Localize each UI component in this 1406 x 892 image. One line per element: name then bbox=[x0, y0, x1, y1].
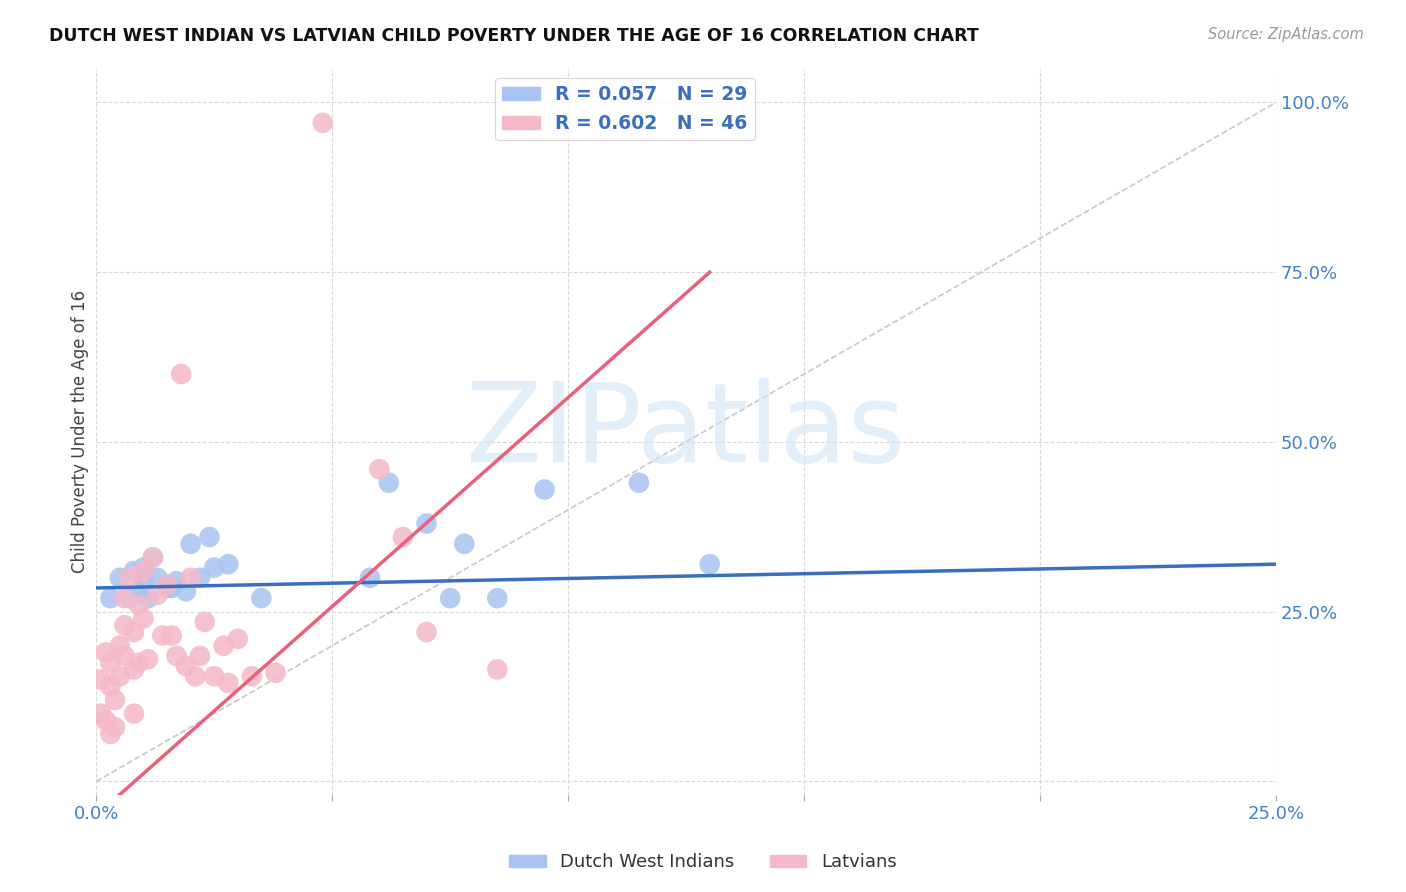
Point bbox=[415, 516, 437, 531]
Point bbox=[165, 574, 187, 589]
Point bbox=[180, 571, 202, 585]
Point bbox=[368, 462, 391, 476]
Point bbox=[146, 571, 169, 585]
Point bbox=[156, 581, 179, 595]
Point bbox=[202, 669, 225, 683]
Point bbox=[98, 727, 121, 741]
Point bbox=[128, 598, 150, 612]
Point bbox=[312, 116, 335, 130]
Point bbox=[202, 560, 225, 574]
Point bbox=[118, 591, 141, 606]
Point bbox=[184, 669, 207, 683]
Point bbox=[90, 673, 112, 687]
Point bbox=[533, 483, 555, 497]
Point bbox=[180, 537, 202, 551]
Point bbox=[160, 581, 183, 595]
Point bbox=[174, 659, 197, 673]
Point bbox=[378, 475, 401, 490]
Point bbox=[114, 648, 136, 663]
Point bbox=[217, 676, 239, 690]
Point bbox=[108, 571, 131, 585]
Point bbox=[240, 669, 263, 683]
Point bbox=[122, 625, 145, 640]
Y-axis label: Child Poverty Under the Age of 16: Child Poverty Under the Age of 16 bbox=[72, 290, 89, 574]
Point bbox=[98, 591, 121, 606]
Point bbox=[188, 648, 211, 663]
Point bbox=[226, 632, 249, 646]
Point bbox=[98, 680, 121, 694]
Point bbox=[170, 367, 193, 381]
Text: Source: ZipAtlas.com: Source: ZipAtlas.com bbox=[1208, 27, 1364, 42]
Point bbox=[108, 669, 131, 683]
Point bbox=[212, 639, 235, 653]
Point bbox=[146, 588, 169, 602]
Point bbox=[188, 571, 211, 585]
Point bbox=[122, 663, 145, 677]
Point bbox=[198, 530, 221, 544]
Point bbox=[114, 591, 136, 606]
Point bbox=[90, 706, 112, 721]
Point bbox=[217, 558, 239, 572]
Point bbox=[627, 475, 650, 490]
Point bbox=[132, 574, 155, 589]
Point bbox=[359, 571, 381, 585]
Point bbox=[453, 537, 475, 551]
Point bbox=[132, 564, 155, 578]
Point bbox=[94, 714, 117, 728]
Point bbox=[486, 591, 509, 606]
Point bbox=[439, 591, 461, 606]
Point bbox=[128, 656, 150, 670]
Point bbox=[104, 720, 127, 734]
Legend: R = 0.057   N = 29, R = 0.602   N = 46: R = 0.057 N = 29, R = 0.602 N = 46 bbox=[495, 78, 755, 140]
Point bbox=[150, 628, 173, 642]
Point bbox=[128, 584, 150, 599]
Point bbox=[699, 558, 721, 572]
Point bbox=[264, 665, 287, 680]
Point bbox=[104, 693, 127, 707]
Point bbox=[136, 652, 159, 666]
Point bbox=[118, 571, 141, 585]
Point bbox=[114, 618, 136, 632]
Point bbox=[142, 550, 165, 565]
Point bbox=[392, 530, 415, 544]
Text: ZIPatlas: ZIPatlas bbox=[467, 378, 905, 485]
Point bbox=[486, 663, 509, 677]
Point bbox=[122, 564, 145, 578]
Point bbox=[415, 625, 437, 640]
Point bbox=[94, 645, 117, 659]
Point bbox=[122, 706, 145, 721]
Point bbox=[136, 591, 159, 606]
Legend: Dutch West Indians, Latvians: Dutch West Indians, Latvians bbox=[502, 847, 904, 879]
Text: DUTCH WEST INDIAN VS LATVIAN CHILD POVERTY UNDER THE AGE OF 16 CORRELATION CHART: DUTCH WEST INDIAN VS LATVIAN CHILD POVER… bbox=[49, 27, 979, 45]
Point bbox=[132, 611, 155, 625]
Point bbox=[156, 577, 179, 591]
Point bbox=[160, 628, 183, 642]
Point bbox=[165, 648, 187, 663]
Point bbox=[142, 550, 165, 565]
Point bbox=[174, 584, 197, 599]
Point bbox=[132, 560, 155, 574]
Point bbox=[194, 615, 217, 629]
Point bbox=[108, 639, 131, 653]
Point bbox=[250, 591, 273, 606]
Point bbox=[98, 656, 121, 670]
